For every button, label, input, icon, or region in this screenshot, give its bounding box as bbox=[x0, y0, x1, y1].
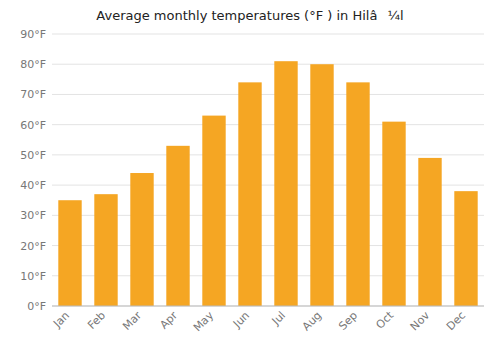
bar bbox=[130, 173, 153, 306]
x-axis: Jan Feb Mar Apr May Jun Jul Aug Sep Oct Nov Dec bbox=[50, 308, 468, 334]
y-tick-label: 20°F bbox=[20, 240, 46, 253]
grid-line bbox=[52, 34, 484, 35]
y-tick-label: 80°F bbox=[20, 58, 46, 71]
bar bbox=[238, 82, 261, 306]
bar bbox=[418, 158, 441, 306]
grid bbox=[52, 34, 484, 306]
x-tick-label: Sep bbox=[336, 309, 360, 333]
chart-container: Average monthly temperatures (°F ) in Hi… bbox=[0, 0, 500, 350]
bar bbox=[94, 194, 117, 306]
x-tick-label: May bbox=[191, 309, 217, 335]
grid-line bbox=[52, 306, 484, 307]
grid-line bbox=[52, 94, 484, 95]
x-tick-label: Jul bbox=[269, 309, 288, 328]
chart-svg: Average monthly temperatures (°F ) in Hi… bbox=[0, 0, 500, 350]
page: {"chart_data": {"type": "bar", "title": … bbox=[0, 0, 500, 350]
bar bbox=[274, 61, 297, 306]
bar bbox=[382, 122, 405, 306]
x-tick-label: Mar bbox=[120, 309, 144, 333]
y-tick-label: 0°F bbox=[27, 300, 46, 313]
bar bbox=[346, 82, 369, 306]
x-tick-label: Nov bbox=[408, 309, 433, 334]
bars bbox=[58, 61, 477, 306]
bar bbox=[202, 116, 225, 306]
bar bbox=[166, 146, 189, 306]
bar bbox=[310, 64, 333, 306]
y-tick-label: 40°F bbox=[20, 179, 46, 192]
y-tick-label: 50°F bbox=[20, 149, 46, 162]
bar bbox=[58, 200, 81, 306]
x-tick-label: Apr bbox=[157, 309, 180, 332]
x-tick-label: Aug bbox=[300, 309, 324, 333]
x-tick-label: Feb bbox=[85, 309, 108, 332]
grid-line bbox=[52, 154, 484, 155]
title: Average monthly temperatures (°F ) in Hi… bbox=[96, 8, 403, 23]
x-tick-label: Dec bbox=[444, 309, 468, 333]
x-tick-label: Jan bbox=[50, 309, 72, 331]
y-tick-label: 60°F bbox=[20, 119, 46, 132]
grid-line bbox=[52, 64, 484, 65]
y-tick-label: 90°F bbox=[20, 28, 46, 41]
x-axis-line bbox=[52, 306, 484, 307]
y-axis: 0°F 10°F 20°F 30°F 40°F 50°F 60°F 70°F 80°F 90°F bbox=[20, 28, 46, 313]
x-tick-label: Jun bbox=[230, 309, 252, 331]
y-tick-label: 70°F bbox=[20, 88, 46, 101]
grid-line bbox=[52, 124, 484, 125]
x-tick-label: Oct bbox=[373, 308, 396, 331]
bar bbox=[454, 191, 477, 306]
y-tick-label: 30°F bbox=[20, 209, 46, 222]
y-tick-label: 10°F bbox=[20, 270, 46, 283]
